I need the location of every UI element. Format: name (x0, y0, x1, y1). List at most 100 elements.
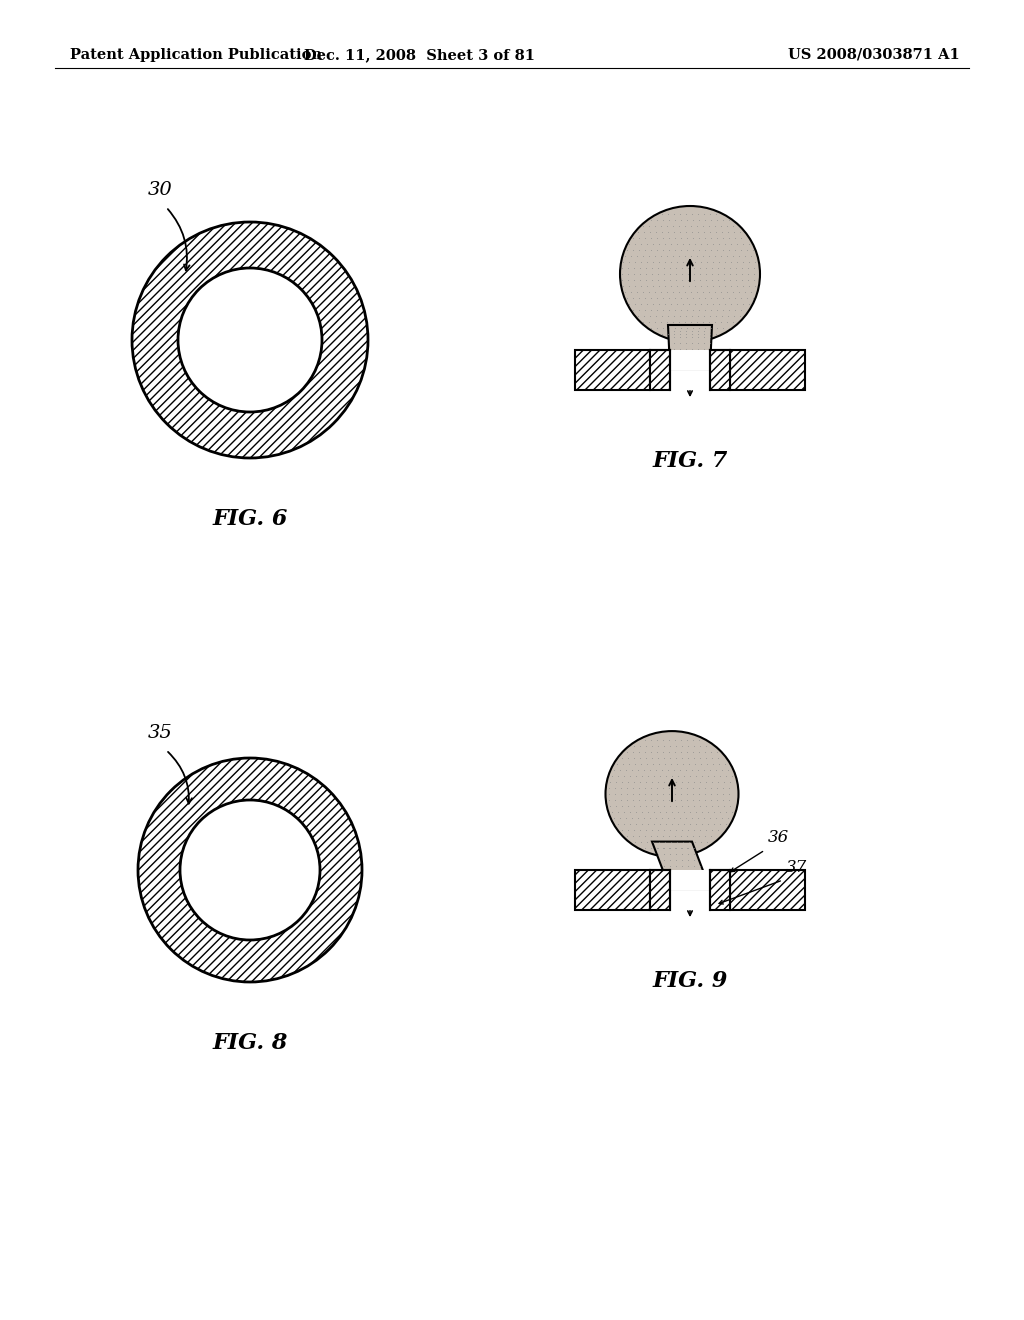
Point (684, 730, 700, 751)
Point (621, 257, 637, 279)
Point (694, 281, 711, 302)
Point (709, 777, 725, 799)
Point (678, 323, 694, 345)
Point (715, 789, 731, 810)
Point (636, 808, 652, 829)
Point (713, 281, 729, 302)
Point (678, 345, 694, 366)
Point (667, 317, 683, 338)
Point (637, 789, 653, 810)
Point (644, 257, 660, 279)
Point (724, 246, 740, 267)
Point (686, 269, 702, 290)
Point (746, 251, 763, 272)
Point (631, 777, 647, 799)
Point (715, 784, 731, 805)
Point (666, 333, 682, 354)
Point (701, 321, 718, 342)
Point (666, 222, 682, 243)
Point (735, 234, 752, 255)
Point (657, 276, 674, 297)
Point (633, 754, 649, 775)
Point (602, 796, 618, 817)
Point (684, 239, 700, 260)
Point (685, 227, 701, 248)
Point (683, 215, 699, 236)
Point (657, 801, 674, 822)
Point (680, 867, 696, 888)
Point (677, 305, 693, 326)
Point (632, 820, 648, 841)
Point (654, 300, 671, 321)
Bar (710, 870, 730, 909)
Point (717, 276, 733, 297)
Point (687, 293, 703, 314)
Point (648, 730, 665, 751)
Point (714, 305, 730, 326)
Point (632, 747, 648, 768)
Point (638, 257, 654, 279)
Point (693, 234, 710, 255)
Point (693, 813, 710, 834)
Bar (575, 350, 650, 389)
Point (668, 820, 684, 841)
Point (639, 251, 655, 272)
Point (651, 293, 668, 314)
Point (729, 276, 745, 297)
Point (672, 222, 688, 243)
Point (721, 288, 737, 309)
Point (640, 766, 656, 787)
Point (655, 825, 672, 846)
Point (686, 867, 702, 888)
Point (626, 820, 642, 841)
Point (679, 300, 695, 321)
Point (668, 873, 684, 894)
Point (667, 730, 683, 751)
Point (651, 754, 668, 775)
Point (637, 227, 653, 248)
Point (706, 801, 722, 822)
Point (652, 801, 669, 822)
Point (709, 317, 725, 338)
Point (668, 747, 684, 768)
Point (637, 784, 653, 805)
Point (626, 735, 642, 756)
Point (660, 227, 677, 248)
Point (604, 801, 621, 822)
Point (702, 808, 719, 829)
Point (674, 796, 690, 817)
Point (710, 257, 726, 279)
Point (669, 276, 685, 297)
Point (691, 742, 708, 763)
Point (723, 251, 739, 272)
Point (666, 338, 682, 359)
Point (690, 345, 707, 366)
Point (678, 350, 694, 371)
Point (682, 801, 698, 822)
Point (645, 813, 662, 834)
Point (693, 766, 710, 787)
Point (696, 808, 713, 829)
Point (701, 338, 718, 359)
Point (702, 784, 719, 805)
Point (729, 293, 745, 314)
Point (731, 222, 748, 243)
Point (655, 843, 672, 865)
Point (741, 276, 758, 297)
Point (667, 300, 683, 321)
Point (625, 227, 641, 248)
Point (692, 257, 709, 279)
Point (659, 312, 676, 333)
Point (667, 808, 683, 829)
Point (613, 747, 630, 768)
Point (689, 215, 706, 236)
Point (685, 789, 701, 810)
Ellipse shape (620, 206, 760, 342)
Point (609, 754, 626, 775)
Point (679, 825, 695, 846)
Point (667, 825, 683, 846)
Point (659, 203, 676, 224)
Point (698, 796, 715, 817)
Point (713, 215, 729, 236)
Point (672, 203, 688, 224)
